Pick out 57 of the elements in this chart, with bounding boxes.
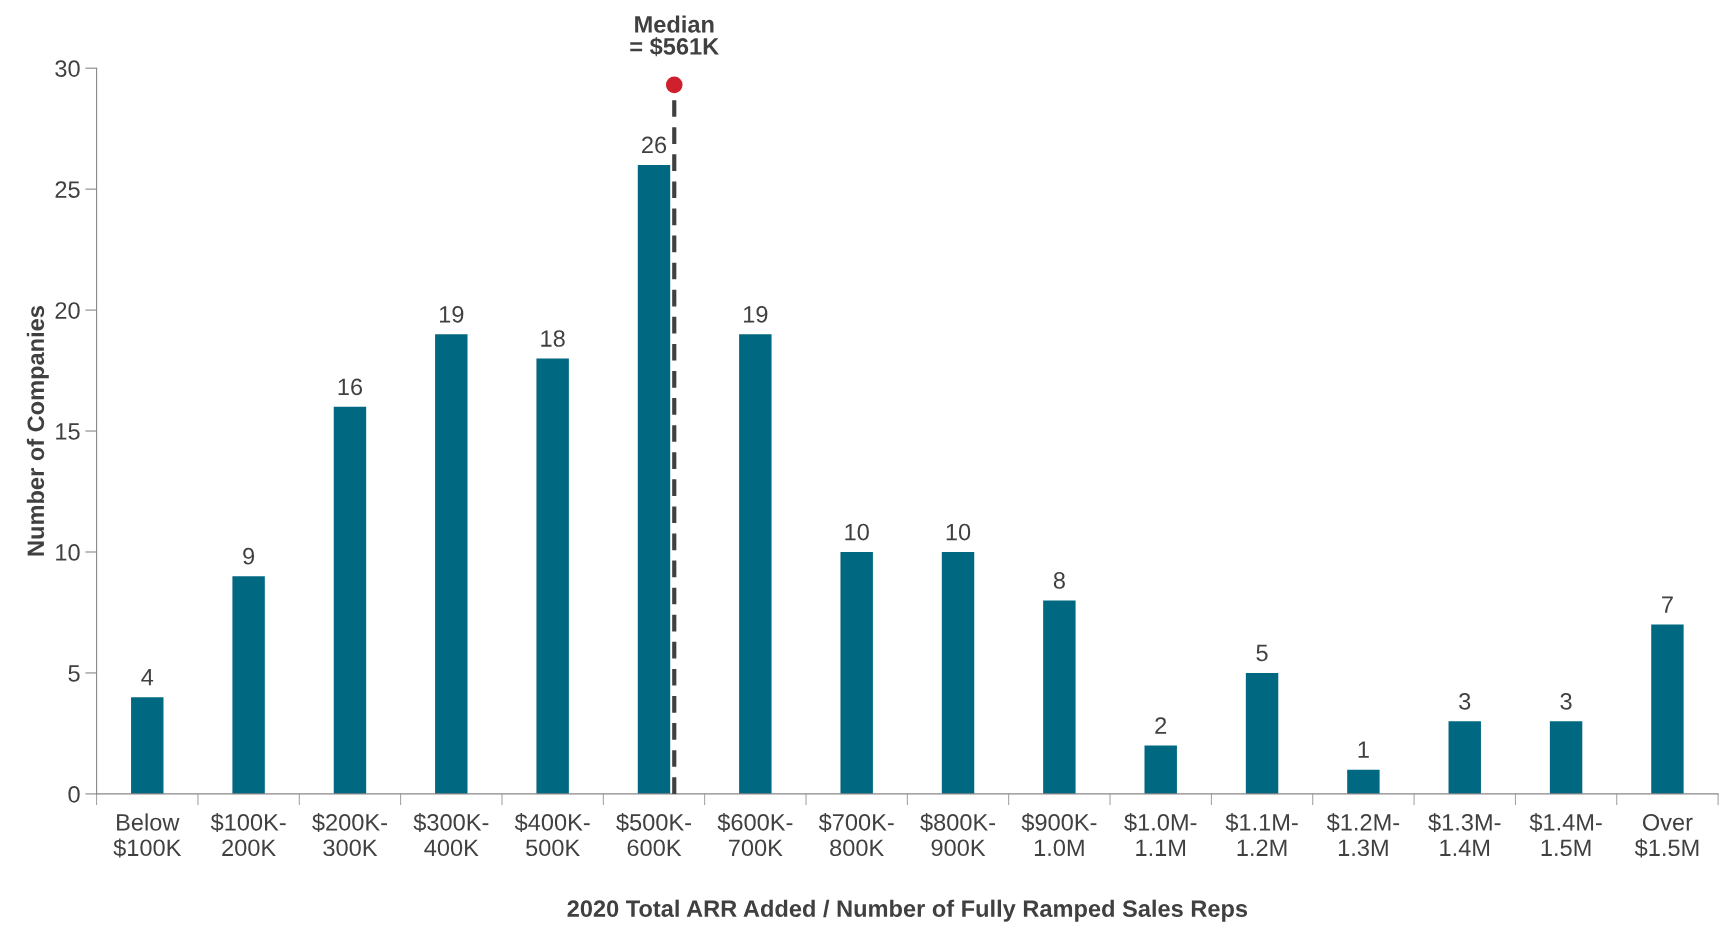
y-axis-title: Number of Companies [26,306,49,556]
bar [1144,745,1177,794]
bar [840,551,873,794]
x-tick-label: $1.0M- 1.1M [1124,812,1197,856]
bar [739,334,772,794]
data-label: 7 [1662,596,1673,613]
x-tick-label: $600K- 700K [717,812,793,857]
x-tick-label: $1.1M- 1.2M [1225,812,1298,856]
bar [1347,769,1380,794]
data-label: 3 [1560,693,1572,710]
bar [333,406,367,794]
bar [1549,721,1583,794]
y-tick-label: 25 [55,181,80,198]
y-tick-label: 20 [55,302,80,319]
bar [1245,672,1279,794]
data-label: 3 [1459,693,1471,710]
x-tick-label: $400K- 500K [514,812,590,857]
y-tick-label: 30 [55,60,80,77]
bar [1043,600,1076,794]
x-tick-label: $1.4M- 1.5M [1529,812,1602,857]
x-tick-label: $200K- 300K [312,812,387,857]
bar [1448,721,1481,794]
data-label: 8 [1053,572,1065,589]
y-tick-label: 0 [68,785,80,803]
bar [941,551,975,794]
x-tick-label: $300K- 400K [413,812,489,857]
data-label: 19 [439,305,464,323]
data-label: 9 [243,547,255,565]
data-label: 2 [1155,717,1167,734]
bar [232,576,265,794]
bar [536,358,569,794]
bar [435,334,468,794]
y-tick-label: 10 [56,544,80,561]
x-tick-label: $900K- 1.0M [1021,812,1097,857]
data-label: 19 [744,305,768,323]
data-label: 18 [541,330,565,347]
x-tick-label: Over $1.5M [1634,813,1699,858]
x-axis-title: 2020 Total ARR Added / Number of Fully Ramped Sales Reps [567,899,1248,922]
x-tick-label: Below $100K [113,813,182,858]
y-tick-label: 5 [68,665,80,682]
data-label: 5 [1256,644,1268,662]
x-tick-label: $500K- 600K [616,812,692,857]
data-label: 10 [845,523,869,541]
x-tick-label: $800K- 900K [920,812,996,857]
x-tick-label: $100K- 200K [210,812,286,857]
data-label: 4 [141,669,154,686]
data-label: 16 [338,378,363,396]
bar [1651,624,1684,794]
data-label: 26 [642,136,667,154]
x-tick-label: $1.3M- 1.4M [1428,812,1501,856]
y-tick-label: 15 [56,423,80,440]
data-label: 1 [1358,741,1369,758]
x-tick-label: $1.2M- 1.3M [1326,812,1400,857]
data-label: 10 [946,523,971,541]
ref-line-label: Median = $561K [630,15,720,57]
x-tick-label: $700K- 800K [818,812,894,857]
bar [131,697,164,794]
